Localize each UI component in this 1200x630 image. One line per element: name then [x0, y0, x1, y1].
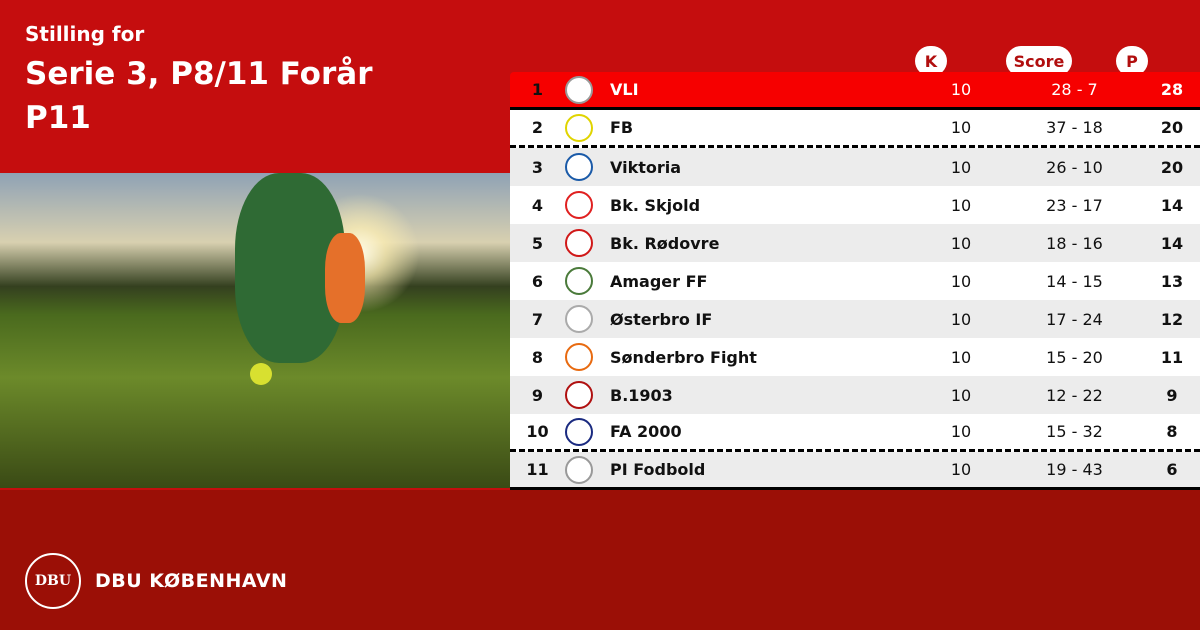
goal-score: 28 - 7	[1051, 80, 1098, 99]
team-logo-icon	[565, 229, 593, 257]
table-row[interactable]: 10 FA 2000 10 15 - 32 8	[510, 414, 1200, 452]
team-name: FB	[610, 118, 634, 137]
position: 11	[526, 460, 549, 479]
team-name: Bk. Skjold	[610, 195, 701, 215]
team-logo-icon	[565, 191, 593, 219]
goal-score: 12 - 22	[1046, 385, 1103, 405]
ball	[250, 363, 272, 385]
matches-played: 10	[950, 460, 972, 479]
matches-played: 10	[950, 80, 972, 99]
table-row[interactable]: 4 Bk. Skjold 10 23 - 17 14	[510, 186, 1200, 224]
team-logo-icon	[565, 455, 593, 484]
table-row[interactable]: 7 Østerbro IF 10 17 - 24 12	[510, 300, 1200, 338]
goal-score: 37 - 18	[1046, 118, 1103, 137]
position: 7	[531, 309, 544, 329]
matches-played: 10	[950, 422, 972, 441]
table-row[interactable]: 3 Viktoria 10 26 - 10 20	[510, 148, 1200, 186]
team-logo-icon	[565, 381, 593, 409]
footer: DBU DBU KØBENHAVN	[25, 553, 287, 609]
points: 6	[1166, 460, 1178, 479]
team-logo-icon	[565, 305, 593, 333]
team-name: FA 2000	[610, 422, 682, 441]
dbu-logo: DBU	[25, 553, 81, 609]
points: 11	[1160, 347, 1184, 367]
matches-played: 10	[950, 347, 972, 367]
column-header-score: Score	[1006, 46, 1072, 76]
goal-score: 18 - 16	[1046, 233, 1103, 253]
position: 1	[531, 80, 544, 99]
position: 5	[531, 233, 544, 253]
position: 6	[531, 271, 544, 291]
age-group: P11	[25, 100, 91, 136]
football-photo	[0, 173, 510, 488]
table-row[interactable]: 1 VLI 10 28 - 7 28	[510, 72, 1200, 110]
team-name: Sønderbro Fight	[610, 347, 757, 367]
points: 20	[1160, 118, 1184, 137]
matches-played: 10	[950, 157, 972, 177]
matches-played: 10	[950, 309, 972, 329]
matches-played: 10	[950, 385, 972, 405]
matches-played: 10	[950, 118, 972, 137]
team-name: PI Fodbold	[610, 460, 706, 479]
team-logo-icon	[565, 75, 593, 104]
goal-score: 26 - 10	[1046, 157, 1103, 177]
points: 14	[1160, 233, 1184, 253]
points: 14	[1160, 195, 1184, 215]
team-name: Bk. Rødovre	[610, 233, 720, 253]
table-row[interactable]: 6 Amager FF 10 14 - 15 13	[510, 262, 1200, 300]
goal-score: 17 - 24	[1046, 309, 1103, 329]
table-row[interactable]: 11 PI Fodbold 10 19 - 43 6	[510, 452, 1200, 490]
brand-name: DBU KØBENHAVN	[95, 570, 288, 592]
player-figure	[325, 233, 365, 323]
points: 12	[1160, 309, 1184, 329]
title-block: Stilling for Serie 3, P8/11 Forår P11	[25, 22, 372, 140]
goal-score: 14 - 15	[1046, 271, 1103, 291]
team-name: VLI	[610, 80, 639, 99]
table-row[interactable]: 5 Bk. Rødovre 10 18 - 16 14	[510, 224, 1200, 262]
league-title: Serie 3, P8/11 Forår	[25, 56, 373, 92]
column-header-p: P	[1116, 46, 1148, 76]
matches-played: 10	[950, 233, 972, 253]
team-logo-icon	[565, 153, 593, 181]
team-name: Østerbro IF	[610, 309, 713, 329]
position: 10	[526, 422, 549, 441]
team-name: B.1903	[610, 385, 673, 405]
team-logo-icon	[565, 113, 593, 142]
matches-played: 10	[950, 195, 972, 215]
team-logo-icon	[565, 343, 593, 371]
table-row[interactable]: 9 B.1903 10 12 - 22 9	[510, 376, 1200, 414]
matches-played: 10	[950, 271, 972, 291]
subtitle: Stilling for	[25, 22, 145, 46]
points: 13	[1160, 271, 1184, 291]
position: 8	[531, 347, 544, 367]
position: 2	[531, 118, 544, 137]
column-header-k: K	[915, 46, 947, 76]
seal-text: DBU	[34, 573, 72, 589]
position: 9	[531, 385, 544, 405]
table-row[interactable]: 2 FB 10 37 - 18 20	[510, 110, 1200, 148]
points: 28	[1160, 80, 1184, 99]
points: 20	[1160, 157, 1184, 177]
team-name: Viktoria	[610, 157, 682, 177]
position: 4	[531, 195, 544, 215]
team-logo-icon	[565, 417, 593, 446]
goal-score: 15 - 20	[1046, 347, 1103, 367]
points: 9	[1166, 385, 1178, 405]
goal-score: 19 - 43	[1046, 460, 1103, 479]
table-row[interactable]: 8 Sønderbro Fight 10 15 - 20 11	[510, 338, 1200, 376]
goal-score: 15 - 32	[1046, 422, 1103, 441]
team-logo-icon	[565, 267, 593, 295]
standings-table: K Score P 1 VLI 10 28 - 7 28 2 FB 10 37 -…	[510, 46, 1200, 490]
goal-score: 23 - 17	[1046, 195, 1103, 215]
team-name: Amager FF	[610, 271, 708, 291]
position: 3	[531, 157, 544, 177]
points: 8	[1166, 422, 1178, 441]
